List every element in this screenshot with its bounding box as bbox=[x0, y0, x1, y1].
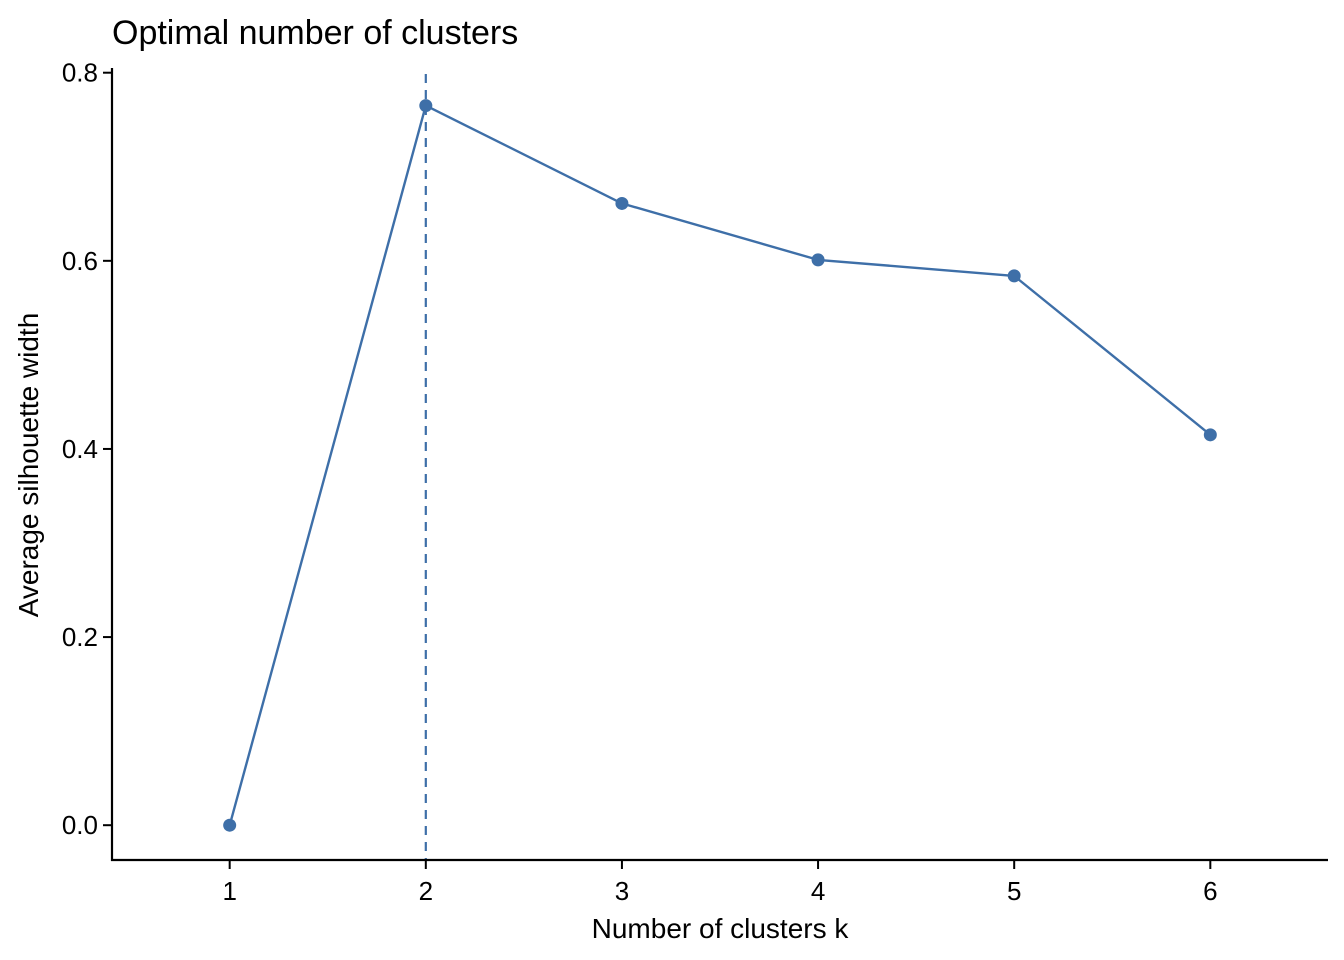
x-tick-label: 4 bbox=[811, 876, 825, 906]
data-point bbox=[1203, 428, 1217, 442]
y-tick-label: 0.6 bbox=[62, 246, 98, 276]
data-point bbox=[615, 196, 629, 210]
x-tick-label: 3 bbox=[615, 876, 629, 906]
data-point bbox=[223, 818, 237, 832]
x-axis-title: Number of clusters k bbox=[592, 913, 850, 944]
chart-title: Optimal number of clusters bbox=[112, 14, 518, 52]
data-point bbox=[419, 99, 433, 113]
y-ticks: 0.0 0.2 0.4 0.6 0.8 bbox=[62, 58, 112, 840]
x-tick-label: 6 bbox=[1203, 876, 1217, 906]
y-axis-title: Average silhouette width bbox=[13, 313, 44, 618]
series-line bbox=[228, 104, 1212, 826]
x-tick-label: 5 bbox=[1007, 876, 1021, 906]
y-tick-label: 0.0 bbox=[62, 810, 98, 840]
x-ticks: 1 2 3 4 5 6 bbox=[222, 860, 1218, 906]
x-tick-label: 1 bbox=[222, 876, 236, 906]
y-tick-label: 0.2 bbox=[62, 622, 98, 652]
data-point bbox=[811, 253, 825, 267]
plot-area bbox=[223, 74, 1217, 860]
y-tick-label: 0.4 bbox=[62, 434, 98, 464]
y-tick-label: 0.8 bbox=[62, 58, 98, 88]
x-tick-label: 2 bbox=[419, 876, 433, 906]
data-point bbox=[1007, 269, 1021, 283]
